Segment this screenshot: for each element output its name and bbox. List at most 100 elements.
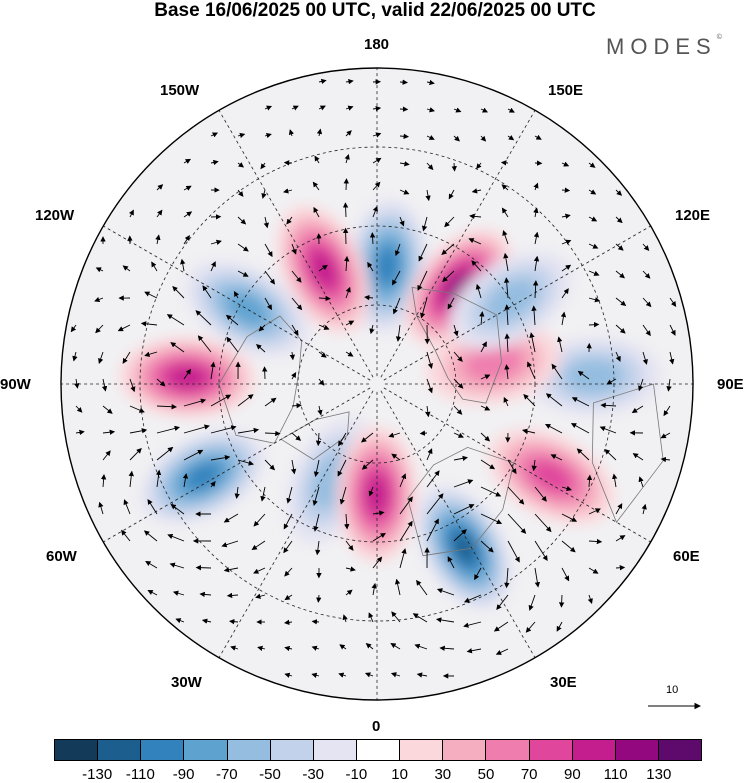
colorbar-tick-label: -130 — [82, 766, 113, 783]
wind-vector — [342, 227, 349, 245]
wind-vector — [588, 243, 599, 249]
wind-vector — [466, 648, 482, 654]
wind-vector — [183, 424, 210, 434]
wind-vector — [183, 449, 204, 461]
wind-vector — [588, 538, 603, 545]
wind-vector — [284, 619, 293, 626]
wind-vector — [144, 351, 158, 357]
wind-vector — [170, 342, 185, 353]
wind-vector — [480, 341, 487, 353]
wind-vector — [556, 621, 563, 632]
colorbar-swatch — [486, 740, 530, 760]
wind-vector — [615, 216, 623, 224]
wind-vector — [588, 567, 599, 574]
wind-vector — [291, 402, 302, 409]
wind-vector — [369, 324, 375, 335]
wind-vector — [286, 486, 293, 504]
wind-vector — [502, 230, 509, 245]
lon-label-120e: 120E — [675, 207, 711, 224]
wind-vector — [399, 548, 407, 569]
wind-vector — [399, 189, 410, 195]
wind-scale-label: 10 — [666, 684, 679, 696]
wind-vector — [288, 129, 295, 137]
wind-vector — [587, 594, 593, 605]
wind-vector — [534, 567, 541, 588]
wind-vector — [666, 378, 672, 392]
wind-vector — [284, 594, 293, 601]
wind-vector — [504, 333, 510, 353]
lon-label-150e: 150E — [548, 82, 584, 99]
coastline — [411, 287, 502, 404]
wind-vector — [615, 297, 627, 307]
wind-vector — [156, 425, 180, 434]
wind-vector — [291, 270, 302, 283]
wind-vector — [399, 106, 409, 112]
wind-vector — [183, 234, 190, 245]
colorbar-swatch — [356, 740, 401, 760]
wind-vector — [210, 394, 232, 407]
wind-vector — [418, 243, 428, 262]
wind-vector — [560, 311, 567, 326]
wind-vector — [600, 402, 617, 409]
wind-vector — [312, 486, 320, 506]
wind-vector — [221, 540, 239, 548]
wind-vector — [344, 513, 350, 530]
wind-vector — [339, 486, 347, 505]
wind-vector — [101, 378, 108, 392]
colorbar-swatch — [55, 740, 99, 760]
lon-label-180: 180 — [364, 36, 390, 53]
wind-vector — [586, 474, 593, 488]
wind-vector — [436, 617, 455, 623]
wind-vector — [641, 503, 647, 515]
wind-vector — [318, 295, 331, 302]
wind-vector — [447, 556, 455, 569]
wind-vector — [180, 258, 186, 272]
wind-vector — [412, 613, 428, 623]
wind-vector — [453, 529, 467, 542]
wind-vector — [264, 132, 272, 139]
wind-vector — [588, 189, 597, 195]
colorbar-tick-label: -70 — [215, 766, 238, 783]
wind-vector — [283, 513, 293, 530]
wind-vector — [480, 486, 502, 497]
wind-vector — [237, 459, 254, 466]
wind-vector — [183, 398, 207, 407]
wind-vector — [147, 589, 158, 596]
wind-vector — [421, 216, 428, 232]
wind-vector — [237, 427, 260, 434]
wind-vector — [611, 473, 618, 488]
wind-vector — [223, 567, 239, 573]
wind-vector — [102, 450, 111, 461]
wind-vector — [345, 589, 353, 596]
wind-vector — [588, 216, 598, 222]
wind-vector — [129, 428, 148, 434]
wind-vector — [453, 504, 475, 515]
wind-vector — [342, 202, 349, 218]
wind-vector — [233, 291, 239, 299]
wind-vector — [94, 296, 104, 302]
wind-vector — [102, 429, 116, 435]
wind-vector — [75, 429, 85, 436]
wind-vector — [390, 672, 401, 678]
wind-vector — [561, 264, 572, 272]
wind-vector — [156, 403, 177, 410]
colorbar-ticks: -130 -110 -90 -70 -50 -30 -10 10 30 50 70 90 110 130 — [0, 766, 750, 783]
wind-vector — [289, 351, 296, 361]
wind-vector — [615, 324, 626, 334]
colorbar-tick-label: 10 — [391, 766, 408, 783]
wind-vector — [632, 453, 644, 461]
wind-vector — [480, 107, 489, 113]
wind-vector — [493, 621, 509, 632]
colorbar-tick-label: 50 — [477, 766, 495, 783]
wind-vector — [417, 270, 428, 291]
wind-vector — [469, 213, 482, 220]
wind-vector — [426, 162, 434, 171]
wind-vector — [318, 351, 327, 358]
colorbar-swatch — [658, 740, 702, 760]
wind-vector — [264, 297, 272, 311]
lon-label-0: 0 — [372, 718, 381, 735]
colorbar-tick-label: -30 — [302, 766, 325, 783]
wind-vector — [283, 188, 293, 194]
wind-vector — [264, 243, 273, 258]
polar-map — [60, 67, 702, 710]
